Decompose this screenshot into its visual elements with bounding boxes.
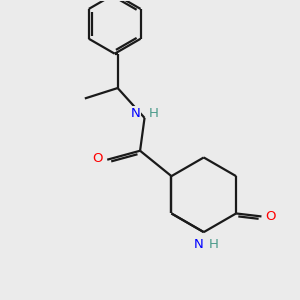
Text: N: N [194,238,203,251]
Text: O: O [92,152,103,165]
Text: O: O [265,210,276,223]
Text: H: H [149,107,159,120]
Text: H: H [208,238,218,251]
Text: N: N [131,107,140,120]
